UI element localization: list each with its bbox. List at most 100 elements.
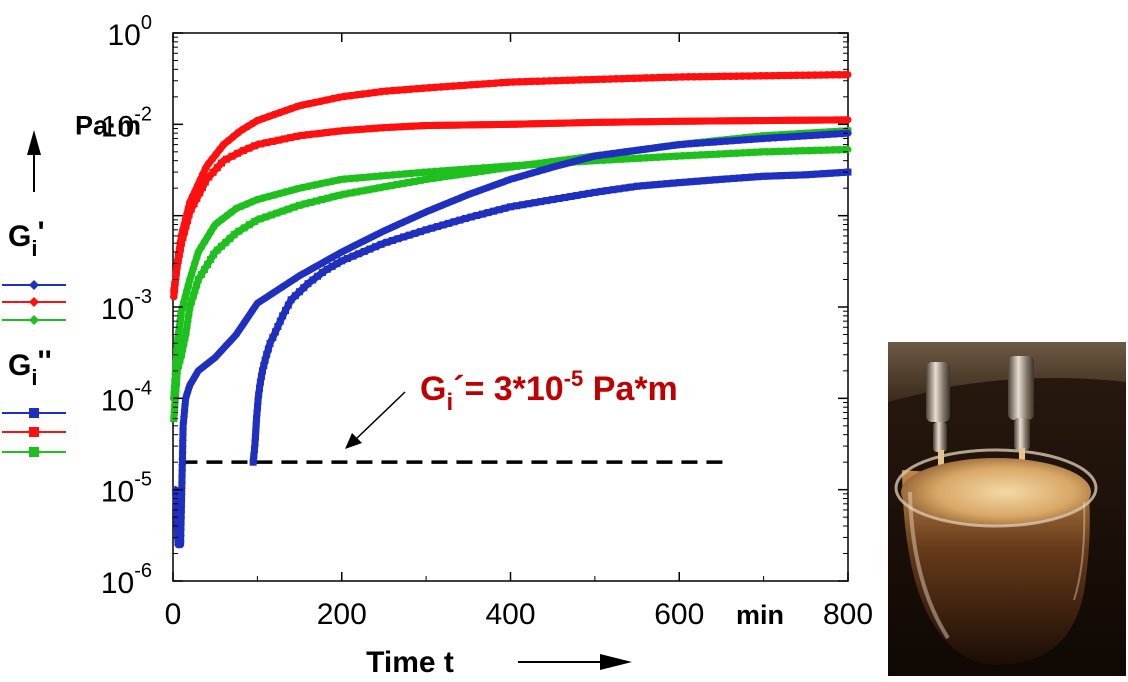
series-marker-1	[769, 116, 777, 124]
series-marker-3	[172, 391, 180, 399]
series-marker-5	[255, 384, 263, 392]
series-marker-0	[371, 88, 379, 97]
series-marker-1	[787, 116, 795, 124]
series-marker-1	[757, 117, 765, 125]
series-marker-5	[820, 170, 828, 178]
series-marker-4	[789, 132, 798, 141]
series-marker-5	[291, 292, 299, 300]
series-marker-2	[437, 167, 445, 175]
series-marker-5	[257, 372, 265, 380]
series-marker-5	[473, 212, 481, 220]
series-marker-0	[630, 74, 638, 83]
series-marker-3	[188, 298, 196, 306]
series-marker-3	[440, 173, 448, 181]
series-marker-5	[253, 415, 261, 423]
series-marker-1	[365, 125, 373, 133]
series-marker-3	[399, 180, 407, 188]
series-marker-1	[201, 178, 209, 186]
series-marker-3	[519, 162, 527, 170]
series-marker-2	[395, 170, 403, 179]
series-marker-5	[282, 306, 289, 314]
series-marker-4	[831, 129, 840, 138]
series-marker-0	[756, 72, 765, 80]
series-marker-4	[178, 466, 187, 475]
series-marker-5	[462, 215, 469, 223]
series-marker-1	[516, 120, 524, 128]
series-marker-3	[341, 190, 349, 198]
series-marker-1	[714, 117, 722, 125]
series-marker-4	[324, 255, 333, 264]
series-marker-3	[307, 198, 315, 206]
series-marker-3	[531, 160, 539, 168]
series-marker-2	[292, 185, 301, 193]
series-marker-5	[274, 323, 282, 331]
series-marker-1	[199, 183, 207, 191]
series-line-5	[249, 168, 852, 466]
series-marker-5	[304, 280, 312, 288]
series-marker-1	[171, 281, 179, 289]
series-marker-2	[328, 177, 337, 186]
y-tick-label: 10-3	[101, 286, 152, 326]
series-marker-1	[739, 117, 747, 125]
series-marker-2	[648, 153, 656, 162]
series-marker-0	[774, 71, 783, 80]
y-unit-label: Pa·m	[75, 110, 141, 140]
series-marker-4	[250, 304, 259, 313]
series-marker-2	[371, 172, 379, 181]
series-marker-3	[284, 205, 292, 213]
series-marker-5	[802, 171, 810, 179]
series-marker-5	[639, 182, 647, 190]
series-marker-2	[678, 152, 687, 160]
series-marker-1	[177, 239, 185, 247]
series-marker-5	[287, 296, 295, 304]
series-marker-4	[614, 148, 623, 157]
series-marker-3	[197, 271, 205, 279]
series-marker-5	[555, 195, 563, 203]
series-marker-0	[527, 77, 536, 86]
series-marker-5	[323, 265, 331, 273]
legend-marker	[29, 297, 39, 307]
series-marker-4	[765, 134, 774, 143]
series-marker-0	[720, 72, 729, 81]
series-marker-0	[539, 77, 548, 85]
series-marker-5	[388, 236, 396, 244]
series-marker-5	[433, 223, 441, 231]
series-marker-1	[449, 121, 457, 129]
series-marker-1	[395, 123, 403, 131]
series-marker-5	[439, 221, 447, 229]
series-marker-1	[172, 268, 180, 276]
series-marker-4	[298, 270, 307, 279]
series-marker-2	[780, 147, 789, 156]
series-marker-1	[185, 211, 193, 219]
series-marker-1	[600, 118, 608, 126]
series-marker-1	[280, 135, 288, 143]
legend-marker	[29, 315, 39, 325]
series-marker-5	[513, 202, 521, 210]
series-marker-0	[461, 81, 470, 90]
series-marker-1	[522, 120, 530, 128]
series-marker-5	[717, 175, 725, 183]
series-marker-4	[240, 318, 249, 327]
series-marker-3	[251, 217, 259, 225]
series-marker-1	[196, 189, 204, 197]
series-marker-0	[714, 72, 723, 81]
series-marker-0	[636, 74, 644, 82]
series-marker-5	[355, 250, 363, 258]
series-marker-1	[817, 116, 825, 124]
series-marker-2	[359, 173, 367, 182]
series-marker-2	[762, 147, 771, 156]
series-marker-4	[319, 258, 328, 267]
series-marker-5	[723, 175, 731, 183]
series-marker-1	[209, 168, 217, 176]
series-marker-4	[759, 134, 768, 143]
series-marker-4	[693, 139, 702, 148]
series-marker-4	[669, 141, 678, 150]
series-marker-1	[690, 117, 698, 125]
series-marker-0	[419, 84, 427, 93]
series-marker-3	[230, 231, 238, 239]
series-marker-0	[600, 75, 608, 83]
series-marker-5	[766, 172, 774, 180]
series-marker-3	[177, 351, 185, 359]
series-marker-3	[185, 309, 193, 317]
